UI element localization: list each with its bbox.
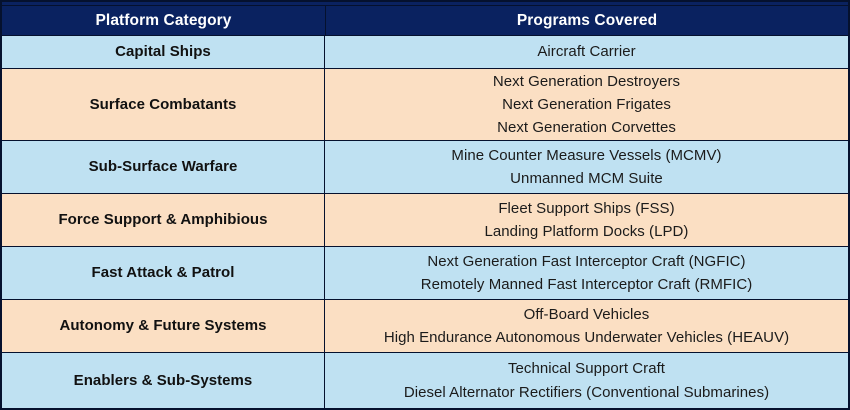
platform-category-cell: Enablers & Sub-Systems xyxy=(2,353,325,408)
platform-category-cell: Capital Ships xyxy=(2,36,325,68)
table-row: Autonomy & Future Systems Off-Board Vehic… xyxy=(2,300,848,353)
platform-category-cell: Fast Attack & Patrol xyxy=(2,247,325,299)
program-item: Unmanned MCM Suite xyxy=(510,170,663,187)
programs-covered-cell: Technical Support Craft Diesel Alternator… xyxy=(325,353,848,408)
table-row: Fast Attack & Patrol Next Generation Fast… xyxy=(2,247,848,300)
program-item: High Endurance Autonomous Underwater Veh… xyxy=(383,329,790,346)
programs-covered-cell: Aircraft Carrier xyxy=(325,36,848,68)
program-item: Next Generation Destroyers xyxy=(492,72,681,90)
program-item: Remotely Manned Fast Interceptor Craft (… xyxy=(420,276,753,293)
programs-covered-cell: Fleet Support Ships (FSS) Landing Platfor… xyxy=(325,194,848,246)
programs-covered-cell: Next Generation Fast Interceptor Craft (… xyxy=(325,247,848,299)
programs-covered-cell: Mine Counter Measure Vessels (MCMV) Unman… xyxy=(325,141,848,193)
programs-covered-cell: Next Generation Destroyers Next Generatio… xyxy=(325,69,848,140)
table-header-row: Platform Category Programs Covered xyxy=(2,6,848,36)
program-item: Next Generation Frigates xyxy=(502,95,671,113)
platform-category-cell: Autonomy & Future Systems xyxy=(2,300,325,352)
platform-category-label: Enablers & Sub-Systems xyxy=(73,371,253,389)
table-row: Surface Combatants Next Generation Destro… xyxy=(2,69,848,141)
table-row: Capital Ships Aircraft Carrier xyxy=(2,36,848,69)
platform-category-label: Autonomy & Future Systems xyxy=(59,317,267,335)
table-body: Capital Ships Aircraft Carrier Surface Com… xyxy=(2,36,848,408)
program-item: Fleet Support Ships (FSS) xyxy=(498,199,675,217)
program-item: Aircraft Carrier xyxy=(537,43,636,61)
program-item: Mine Counter Measure Vessels (MCMV) xyxy=(451,146,722,164)
program-item: Landing Platform Docks (LPD) xyxy=(484,223,689,240)
table-row: Force Support & Amphibious Fleet Support … xyxy=(2,194,848,247)
program-item: Diesel Alternator Rectifiers (Convention… xyxy=(403,383,770,401)
column-header-programs-covered: Programs Covered xyxy=(516,12,658,29)
program-item: Off-Board Vehicles xyxy=(523,305,650,323)
program-item: Technical Support Craft xyxy=(507,360,666,378)
platform-category-label: Surface Combatants xyxy=(89,95,237,113)
program-item: Next Generation Corvettes xyxy=(497,119,676,137)
platform-category-label: Capital Ships xyxy=(115,43,211,61)
platform-category-cell: Sub-Surface Warfare xyxy=(2,141,325,193)
platform-category-label: Force Support & Amphibious xyxy=(58,211,268,229)
table-row: Enablers & Sub-Systems Technical Support … xyxy=(2,353,848,408)
table-row: Sub-Surface Warfare Mine Counter Measure … xyxy=(2,141,848,194)
programs-covered-cell: Off-Board Vehicles High Endurance Autonom… xyxy=(325,300,848,352)
table-title: TPCR 2025: Key Naval Capability Programs xyxy=(2,2,848,6)
platform-category-cell: Surface Combatants xyxy=(2,69,325,140)
program-item: Next Generation Fast Interceptor Craft (… xyxy=(427,252,746,270)
column-header-platform-category: Platform Category xyxy=(2,6,326,35)
platform-category-cell: Force Support & Amphibious xyxy=(2,194,325,246)
platform-category-label: Fast Attack & Patrol xyxy=(91,264,235,282)
platform-category-label: Sub-Surface Warfare xyxy=(88,158,238,176)
